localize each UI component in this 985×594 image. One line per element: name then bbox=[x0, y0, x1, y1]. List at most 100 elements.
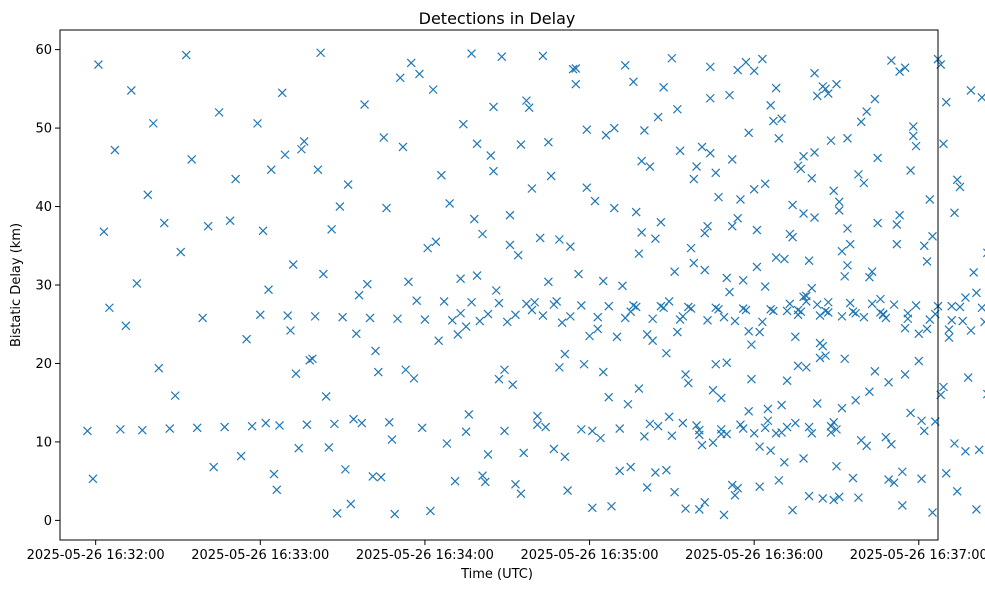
detection-point bbox=[714, 192, 723, 202]
detection-point bbox=[832, 461, 841, 471]
detection-point bbox=[714, 304, 723, 314]
detection-point bbox=[843, 224, 852, 233]
detection-point bbox=[393, 314, 402, 324]
detection-point bbox=[917, 416, 926, 426]
detection-point bbox=[527, 184, 537, 193]
detection-point bbox=[439, 297, 449, 306]
detection-point bbox=[738, 424, 748, 434]
detection-point bbox=[757, 54, 767, 64]
detection-point bbox=[664, 412, 674, 422]
detection-point bbox=[908, 131, 918, 141]
detection-point bbox=[483, 309, 493, 319]
detection-point bbox=[823, 308, 833, 317]
detection-point bbox=[653, 421, 663, 431]
detection-point bbox=[925, 195, 935, 204]
detection-point bbox=[607, 501, 616, 511]
detection-point bbox=[305, 355, 315, 365]
detection-point bbox=[494, 374, 504, 384]
detection-point bbox=[516, 140, 526, 149]
detection-point bbox=[719, 510, 729, 520]
detection-point bbox=[799, 453, 808, 463]
detection-point bbox=[884, 377, 894, 387]
detection-point bbox=[716, 424, 726, 434]
detection-point bbox=[812, 399, 822, 408]
detection-point bbox=[832, 424, 841, 434]
detection-point bbox=[637, 228, 647, 237]
detection-point bbox=[790, 332, 800, 342]
detection-point bbox=[823, 89, 833, 98]
detection-point bbox=[961, 446, 970, 456]
detection-point bbox=[511, 479, 520, 489]
detection-point bbox=[574, 269, 583, 279]
detection-point bbox=[579, 359, 589, 369]
detection-point bbox=[527, 305, 537, 315]
detection-point bbox=[447, 315, 457, 325]
detection-point bbox=[744, 406, 754, 416]
detection-point bbox=[944, 325, 954, 335]
detection-point bbox=[505, 210, 515, 220]
detection-point bbox=[434, 336, 444, 346]
detection-point bbox=[700, 265, 710, 275]
detection-point bbox=[269, 469, 279, 479]
detection-point bbox=[634, 249, 644, 259]
detection-point bbox=[689, 258, 699, 268]
detection-point bbox=[922, 324, 932, 334]
plot-area bbox=[83, 48, 985, 520]
detection-point bbox=[747, 340, 756, 350]
detection-point bbox=[925, 315, 935, 324]
x-tick-label: 2025-05-26 16:36:00 bbox=[685, 548, 823, 563]
detection-point bbox=[848, 473, 858, 483]
detection-point bbox=[505, 240, 515, 250]
y-tick-label: 20 bbox=[35, 357, 52, 372]
detection-point bbox=[768, 116, 778, 126]
y-tick-label: 30 bbox=[35, 279, 52, 294]
detection-point bbox=[793, 361, 803, 371]
detection-point bbox=[516, 489, 526, 499]
detection-point bbox=[815, 311, 825, 321]
detection-point bbox=[864, 387, 874, 397]
detection-point bbox=[456, 308, 466, 318]
detection-point bbox=[598, 367, 608, 377]
detection-point bbox=[914, 329, 924, 339]
detection-point bbox=[733, 65, 743, 75]
detection-point bbox=[670, 267, 680, 277]
detection-point bbox=[121, 321, 131, 331]
detection-point bbox=[283, 311, 293, 321]
detection-point bbox=[801, 362, 811, 372]
detection-point bbox=[360, 100, 369, 109]
detection-point bbox=[895, 67, 905, 77]
detection-point bbox=[697, 440, 707, 450]
detection-point bbox=[848, 307, 858, 317]
y-tick-label: 40 bbox=[35, 200, 52, 215]
detection-point bbox=[804, 256, 814, 266]
detection-point bbox=[919, 241, 929, 251]
detection-point bbox=[513, 250, 523, 260]
detection-point bbox=[862, 107, 872, 117]
detection-point bbox=[697, 142, 707, 152]
detection-point bbox=[941, 97, 951, 107]
detection-point bbox=[782, 422, 792, 432]
detection-point bbox=[450, 476, 460, 486]
detection-point bbox=[582, 183, 592, 193]
detection-point bbox=[810, 147, 819, 157]
detection-point bbox=[958, 316, 968, 326]
detection-point bbox=[609, 203, 619, 213]
detection-point bbox=[727, 221, 737, 231]
detection-point bbox=[741, 57, 751, 67]
detection-point bbox=[582, 125, 592, 135]
detection-point bbox=[829, 495, 839, 505]
detection-point bbox=[258, 226, 268, 236]
detection-point bbox=[928, 508, 937, 517]
detection-point bbox=[650, 468, 660, 477]
x-tick-label: 2025-05-26 16:35:00 bbox=[521, 548, 659, 563]
detection-point bbox=[349, 414, 359, 424]
detection-point bbox=[881, 432, 891, 442]
detection-point bbox=[785, 299, 795, 309]
detection-point bbox=[810, 213, 819, 222]
detection-point bbox=[302, 420, 312, 430]
detection-point bbox=[760, 423, 770, 433]
detection-point bbox=[711, 303, 721, 313]
detection-point bbox=[143, 190, 153, 200]
detection-point bbox=[412, 296, 422, 306]
detection-point bbox=[272, 485, 282, 495]
